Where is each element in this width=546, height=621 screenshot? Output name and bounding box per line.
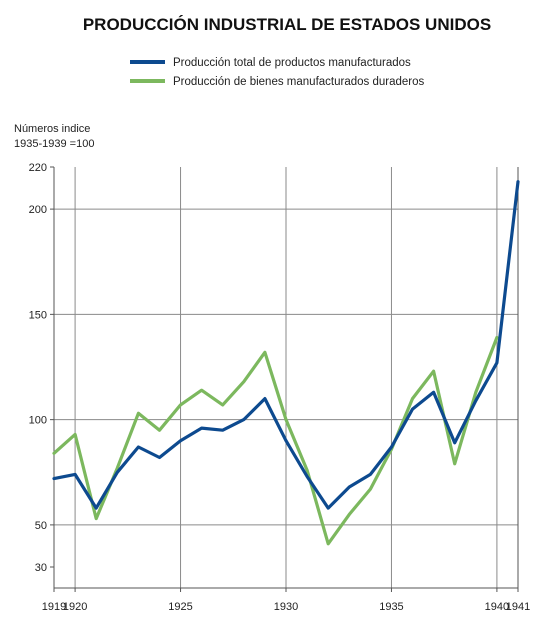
legend-label-total: Producción total de productos manufactur… [173, 57, 411, 69]
y-axis-label: Números indice [14, 123, 90, 135]
x-tick-label-1919: 1919 [42, 601, 66, 613]
y-tick-label-220: 220 [29, 162, 47, 174]
y-axis-label-base: 1935-1939 =100 [14, 138, 94, 150]
grid [54, 167, 518, 588]
y-tick-label-200: 200 [29, 204, 47, 216]
legend-label-durable: Producción de bienes manufacturados dura… [173, 76, 424, 88]
x-tick-label-1935: 1935 [379, 601, 403, 613]
y-tick-label-50: 50 [35, 520, 47, 532]
legend: Producción total de productos manufactur… [130, 57, 424, 88]
x-tick-label-1941: 1941 [506, 601, 530, 613]
y-tick-label-30: 30 [35, 562, 47, 574]
chart-title: PRODUCCIÓN INDUSTRIAL DE ESTADOS UNIDOS [83, 15, 491, 34]
y-tick-label-150: 150 [29, 309, 47, 321]
x-tick-label-1930: 1930 [274, 601, 298, 613]
x-tick-label-1920: 1920 [63, 601, 87, 613]
y-tick-labels: 220 200 150 100 50 30 [29, 162, 47, 574]
x-tick-label-1940: 1940 [485, 601, 509, 613]
axes [50, 166, 519, 592]
series-line-durable [52, 335, 499, 546]
y-tick-label-100: 100 [29, 415, 47, 427]
series [52, 180, 520, 546]
series-line-total [52, 180, 520, 510]
x-tick-label-1925: 1925 [168, 601, 192, 613]
